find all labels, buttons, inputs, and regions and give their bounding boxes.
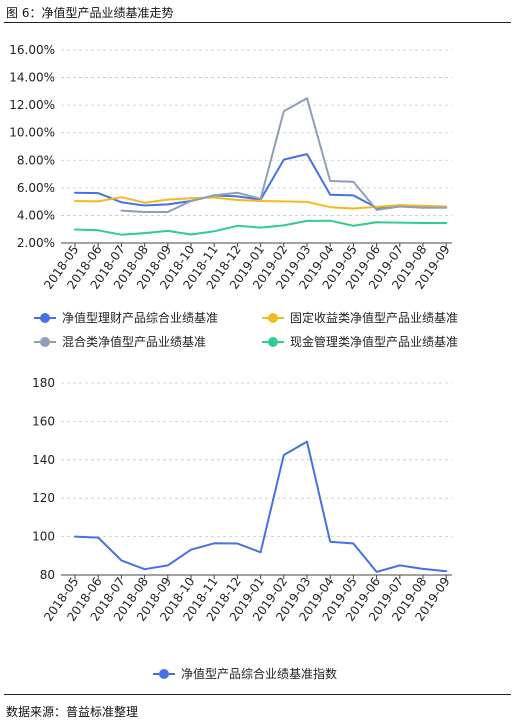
y-tick-label: 100: [32, 530, 55, 544]
series-line-3: [120, 97, 448, 213]
y-tick-label: 180: [32, 376, 55, 390]
y-tick-label: 14.00%: [9, 71, 55, 85]
y-tick-label: 2.00%: [17, 236, 55, 250]
y-tick-label: 80: [40, 568, 55, 582]
y-tick-label: 16.00%: [9, 43, 55, 57]
y-tick-label: 140: [32, 453, 55, 467]
series-line-2: [74, 196, 448, 210]
series-line-4: [74, 219, 448, 236]
y-tick-label: 8.00%: [17, 153, 55, 167]
chart-2: 801001201401601802018-052018-062018-0720…: [32, 376, 453, 681]
y-tick-label: 160: [32, 414, 55, 428]
bottom-rule: [4, 694, 511, 695]
source-note: 数据来源：普益标准整理: [6, 705, 139, 719]
y-tick-label: 6.00%: [17, 181, 55, 195]
legend-label: 现金管理类净值型产品业绩基准: [290, 334, 458, 349]
y-tick-label: 10.00%: [9, 126, 55, 140]
legend-label: 净值型理财产品综合业绩基准: [62, 310, 218, 325]
figure-title: 图 6：净值型产品业绩基准走势: [6, 6, 174, 20]
legend-marker: [268, 337, 278, 347]
y-tick-label: 4.00%: [17, 208, 55, 222]
series-line-1: [74, 440, 448, 573]
legend-label: 固定收益类净值型产品业绩基准: [290, 310, 458, 325]
legend-marker: [159, 669, 169, 679]
legend-marker: [268, 313, 278, 323]
top-rule: [4, 22, 511, 23]
legend-label: 混合类净值型产品业绩基准: [62, 334, 206, 349]
chart-1: 2.00% 4.00% 6.00% 8.00% 10.00% 12.00% 14.00% 16…: [9, 43, 458, 349]
legend-label: 净值型产品综合业绩基准指数: [181, 666, 337, 681]
y-tick-label: 120: [32, 491, 55, 505]
y-tick-label: 12.00%: [9, 98, 55, 112]
legend-marker: [40, 313, 50, 323]
legend-marker: [40, 337, 50, 347]
